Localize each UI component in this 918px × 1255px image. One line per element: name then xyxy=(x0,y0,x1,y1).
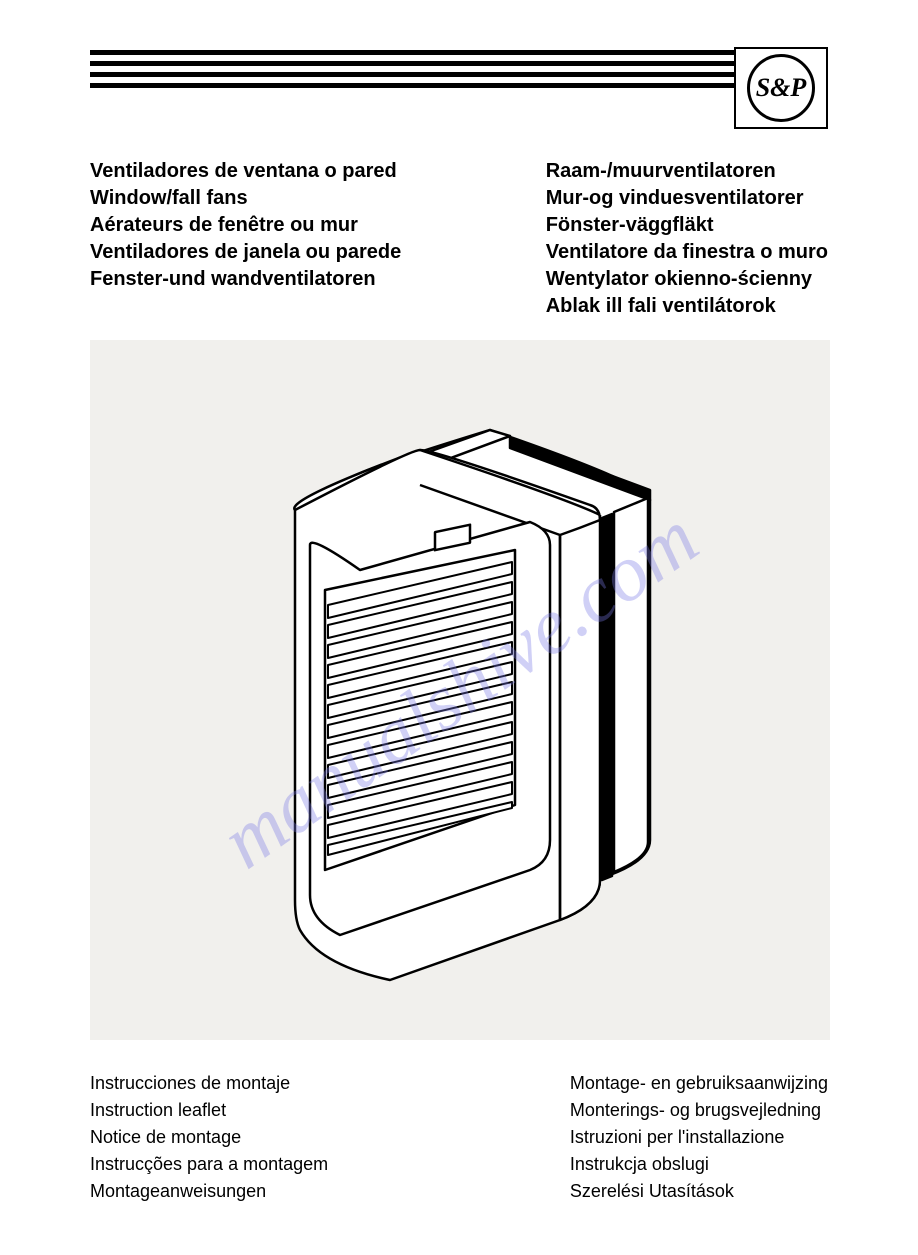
footer-section: Instrucciones de montaje Instruction lea… xyxy=(90,1070,828,1205)
title-section: Ventiladores de ventana o pared Window/f… xyxy=(90,158,828,320)
title-line: Ventiladores de janela ou parede xyxy=(90,239,401,266)
footer-line: Istruzioni per l'installazione xyxy=(570,1124,828,1151)
title-line: Fenster-und wandventilatoren xyxy=(90,266,401,293)
header-line xyxy=(90,50,828,55)
footer-line: Notice de montage xyxy=(90,1124,328,1151)
header-line xyxy=(90,72,828,77)
header-line xyxy=(90,61,828,66)
footer-column-left: Instrucciones de montaje Instruction lea… xyxy=(90,1070,328,1205)
footer-line: Instruction leaflet xyxy=(90,1097,328,1124)
product-illustration: manualshive.com xyxy=(90,340,830,1040)
logo-box: S&P xyxy=(734,47,828,129)
footer-line: Szerelési Utasítások xyxy=(570,1178,828,1205)
footer-line: Instrukcja obslugi xyxy=(570,1151,828,1178)
title-line: Aérateurs de fenêtre ou mur xyxy=(90,212,401,239)
footer-line: Montage- en gebruiksaanwijzing xyxy=(570,1070,828,1097)
footer-line: Instrucções para a montagem xyxy=(90,1151,328,1178)
title-line: Ventiladores de ventana o pared xyxy=(90,158,401,185)
logo-text: S&P xyxy=(756,73,807,103)
footer-line: Montageanweisungen xyxy=(90,1178,328,1205)
header-line xyxy=(90,83,828,88)
title-column-left: Ventiladores de ventana o pared Window/f… xyxy=(90,158,401,320)
header-lines: S&P xyxy=(90,50,828,128)
title-line: Ablak ill fali ventilátorok xyxy=(546,293,828,320)
title-line: Fönster-väggfläkt xyxy=(546,212,828,239)
title-line: Window/fall fans xyxy=(90,185,401,212)
page-container: S&P Ventiladores de ventana o pared Wind… xyxy=(0,0,918,1255)
footer-column-right: Montage- en gebruiksaanwijzing Montering… xyxy=(570,1070,828,1205)
logo-circle: S&P xyxy=(747,54,815,122)
ventilator-icon xyxy=(210,390,710,990)
title-line: Ventilatore da finestra o muro xyxy=(546,239,828,266)
title-line: Mur-og vinduesventilatorer xyxy=(546,185,828,212)
title-line: Raam-/muurventilatoren xyxy=(546,158,828,185)
title-column-right: Raam-/muurventilatoren Mur-og vinduesven… xyxy=(546,158,828,320)
title-line: Wentylator okienno-ścienny xyxy=(546,266,828,293)
footer-line: Instrucciones de montaje xyxy=(90,1070,328,1097)
footer-line: Monterings- og brugsvejledning xyxy=(570,1097,828,1124)
